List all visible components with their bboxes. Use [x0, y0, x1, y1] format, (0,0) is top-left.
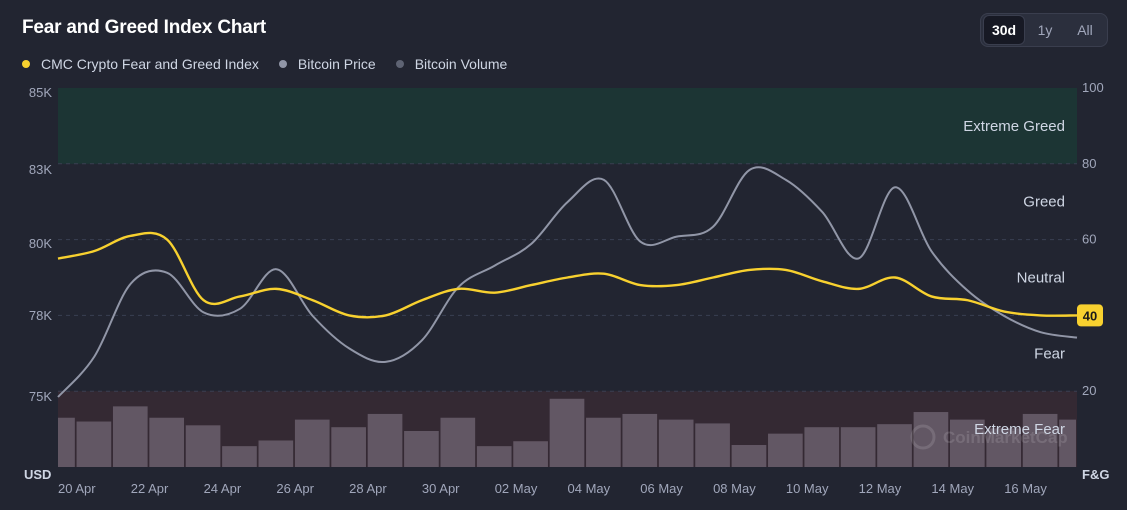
left-axis-tick: 78K — [29, 308, 52, 323]
volume-bar — [1059, 419, 1076, 467]
legend-dot-fear-greed — [22, 60, 30, 68]
x-axis-tick: 30 Apr — [422, 481, 460, 496]
volume-bar — [695, 423, 730, 467]
x-axis-tick: 02 May — [495, 481, 538, 496]
volume-bar — [149, 417, 185, 467]
volume-bar — [986, 428, 1022, 467]
time-range-toggle: 30d 1y All — [980, 13, 1108, 47]
volume-bar — [58, 417, 75, 467]
zone-label-extreme-fear: Extreme Fear — [974, 421, 1065, 438]
x-axis-tick: 28 Apr — [349, 481, 387, 496]
legend-label-fear-greed: CMC Crypto Fear and Greed Index — [41, 56, 259, 72]
volume-bar — [731, 445, 767, 467]
volume-bar — [513, 441, 548, 467]
x-axis-tick: 22 Apr — [131, 481, 169, 496]
volume-bar — [440, 417, 476, 467]
x-axis-tick: 12 May — [859, 481, 902, 496]
legend-bitcoin-volume[interactable]: Bitcoin Volume — [395, 56, 508, 72]
legend-dot-bitcoin-price — [278, 60, 287, 68]
chart-legend: CMC Crypto Fear and Greed Index Bitcoin … — [22, 56, 527, 72]
left-axis-tick: 85K — [29, 85, 52, 100]
volume-bar — [222, 446, 257, 467]
x-axis-tick: 14 May — [931, 481, 974, 496]
zone-label-neutral: Neutral — [1017, 270, 1065, 287]
volume-bar — [913, 412, 949, 467]
volume-bar — [112, 406, 148, 467]
volume-bar — [549, 398, 585, 467]
coinmarketcap-logo-icon — [910, 424, 936, 450]
x-axis-tick: 06 May — [640, 481, 683, 496]
volume-bar — [476, 446, 512, 467]
range-1y-button[interactable]: 1y — [1037, 22, 1053, 38]
current-value-text: 40 — [1083, 308, 1097, 323]
page-title: Fear and Greed Index Chart — [22, 17, 266, 38]
watermark: CoinMarketCap — [943, 428, 1068, 447]
range-30d-button[interactable]: 30d — [983, 15, 1025, 45]
volume-bar — [804, 427, 840, 467]
left-axis-tick: 75K — [29, 389, 52, 404]
volume-bar — [622, 413, 658, 467]
right-axis-tick: 20 — [1082, 383, 1096, 398]
left-axis-tick: 83K — [29, 162, 52, 177]
right-axis-tick: 100 — [1082, 80, 1104, 95]
right-axis-unit: F&G — [1082, 467, 1109, 482]
left-axis-tick: 80K — [29, 236, 52, 251]
volume-bar — [76, 421, 112, 467]
legend-fear-greed[interactable]: CMC Crypto Fear and Greed Index — [22, 56, 259, 72]
volume-bar — [367, 413, 403, 467]
x-axis-tick: 16 May — [1004, 481, 1047, 496]
x-axis-tick: 04 May — [568, 481, 611, 496]
volume-bar — [768, 433, 803, 467]
current-value-badge — [1077, 304, 1103, 327]
volume-bar — [294, 419, 330, 467]
volume-bar — [877, 424, 912, 467]
x-axis-tick: 10 May — [786, 481, 829, 496]
volume-bar — [1022, 413, 1058, 467]
volume-bar — [949, 419, 985, 467]
legend-bitcoin-price[interactable]: Bitcoin Price — [278, 56, 376, 72]
left-axis-unit: USD — [24, 467, 51, 482]
legend-dot-bitcoin-volume — [395, 60, 404, 68]
zone-label-greed: Greed — [1023, 194, 1065, 211]
zone-label-fear: Fear — [1034, 345, 1065, 362]
legend-label-bitcoin-price: Bitcoin Price — [297, 56, 376, 72]
range-all-button[interactable]: All — [1077, 22, 1093, 38]
volume-bar — [586, 417, 621, 467]
volume-bar — [258, 440, 294, 467]
x-axis-tick: 26 Apr — [276, 481, 314, 496]
x-axis-tick: 24 Apr — [204, 481, 242, 496]
volume-bar — [840, 427, 876, 467]
volume-bar — [404, 430, 439, 467]
right-axis-tick: 80 — [1082, 156, 1096, 171]
x-axis-tick: 20 Apr — [58, 481, 96, 496]
zone-band-extreme-greed — [58, 88, 1077, 164]
right-axis-tick: 60 — [1082, 232, 1096, 247]
volume-bar — [658, 419, 694, 467]
x-axis-tick: 08 May — [713, 481, 756, 496]
legend-label-bitcoin-volume: Bitcoin Volume — [414, 56, 508, 72]
bitcoin-price-line — [57, 166, 1078, 398]
fear-greed-index-line — [57, 231, 1078, 319]
volume-bar — [185, 425, 221, 467]
zone-label-extreme-greed: Extreme Greed — [963, 118, 1065, 135]
volume-bar — [331, 427, 366, 467]
